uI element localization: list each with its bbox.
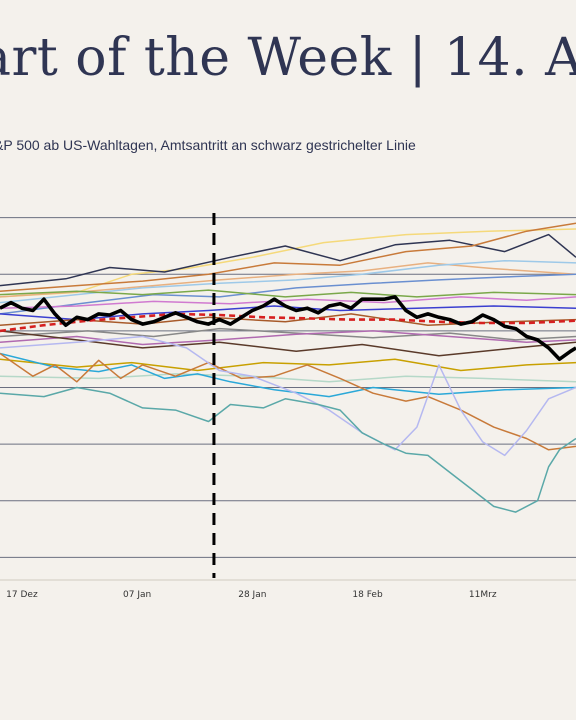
series-line-0 (0, 228, 576, 298)
x-tick-label-2: 28 Jan (238, 590, 266, 600)
series-line-15 (0, 352, 576, 398)
x-axis-ticks: 17 Dez 07 Jan 28 Jan 18 Feb 11Mrz (6, 590, 497, 600)
series-line-1 (0, 233, 576, 287)
series-line-17 (0, 335, 576, 457)
highlight-line (0, 295, 576, 361)
series-line-14 (0, 373, 576, 383)
series-line-10 (0, 327, 576, 341)
series-lines (0, 222, 576, 513)
highlight-line-layer (0, 295, 576, 361)
average-line-layer (0, 312, 576, 333)
series-line-7 (0, 296, 576, 309)
series-line-13 (0, 358, 576, 372)
x-tick-label-1: 07 Jan (123, 590, 151, 600)
series-line-6 (0, 289, 576, 298)
series-line-12 (0, 330, 576, 357)
series-line-8 (0, 305, 576, 321)
x-tick-label-0: 17 Dez (6, 590, 38, 600)
line-chart: 17 Dez 07 Jan 28 Jan 18 Feb 11Mrz (0, 213, 576, 600)
x-tick-label-4: 11Mrz (469, 590, 497, 600)
series-line-5 (0, 273, 576, 315)
average-line (0, 312, 576, 333)
series-line-3 (0, 262, 576, 298)
chart-subtitle: &P 500 ab US-Wahltagen, Amtsantritt an s… (0, 137, 416, 153)
x-tick-label-3: 18 Feb (352, 590, 383, 600)
series-line-11 (0, 330, 576, 346)
series-line-2 (0, 222, 576, 293)
series-line-18 (0, 386, 576, 513)
page-title: art of the Week | 14. A (0, 28, 576, 88)
series-line-16 (0, 352, 576, 451)
